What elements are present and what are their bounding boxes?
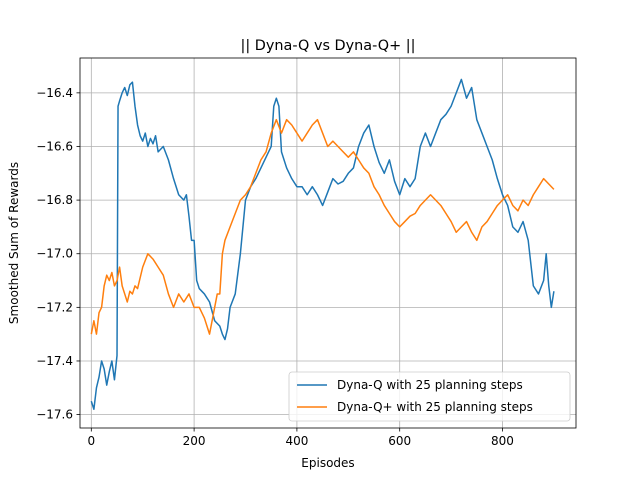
x-tick-label: 200 xyxy=(183,434,206,448)
plot-frame xyxy=(79,57,577,429)
x-tick-label: 600 xyxy=(388,434,411,448)
y-axis-label: Smoothed Sum of Rewards xyxy=(7,162,21,324)
series-line-dyna-q xyxy=(90,78,555,410)
y-tick-label: −16.8 xyxy=(36,193,73,207)
x-axis-label: Episodes xyxy=(301,456,354,470)
legend-label-dyna-q: Dyna-Q with 25 planning steps xyxy=(337,378,523,392)
x-tick-label: 0 xyxy=(87,434,95,448)
y-tick-label: −17.6 xyxy=(36,408,73,422)
axis-ticks: 0 200 400 600 800 −17.6 −17.4 −17.2 −17.0 −16.8 −1… xyxy=(36,86,514,448)
x-tick-label: 800 xyxy=(491,434,514,448)
y-tick-label: −17.4 xyxy=(36,354,73,368)
chart-title: || Dyna-Q vs Dyna-Q+ || xyxy=(241,38,416,54)
legend-label-dyna-q-plus: Dyna-Q+ with 25 planning steps xyxy=(337,400,533,414)
y-tick-label: −16.4 xyxy=(36,86,73,100)
x-tick-label: 400 xyxy=(285,434,308,448)
y-tick-label: −17.2 xyxy=(36,300,73,314)
y-tick-label: −16.6 xyxy=(36,139,73,153)
legend-box xyxy=(288,371,571,422)
legend: Dyna-Q with 25 planning steps Dyna-Q+ wi… xyxy=(288,371,571,422)
series-line-dyna-q-plus xyxy=(90,118,555,335)
series-lines xyxy=(90,78,555,410)
y-tick-label: −17.0 xyxy=(36,247,73,261)
